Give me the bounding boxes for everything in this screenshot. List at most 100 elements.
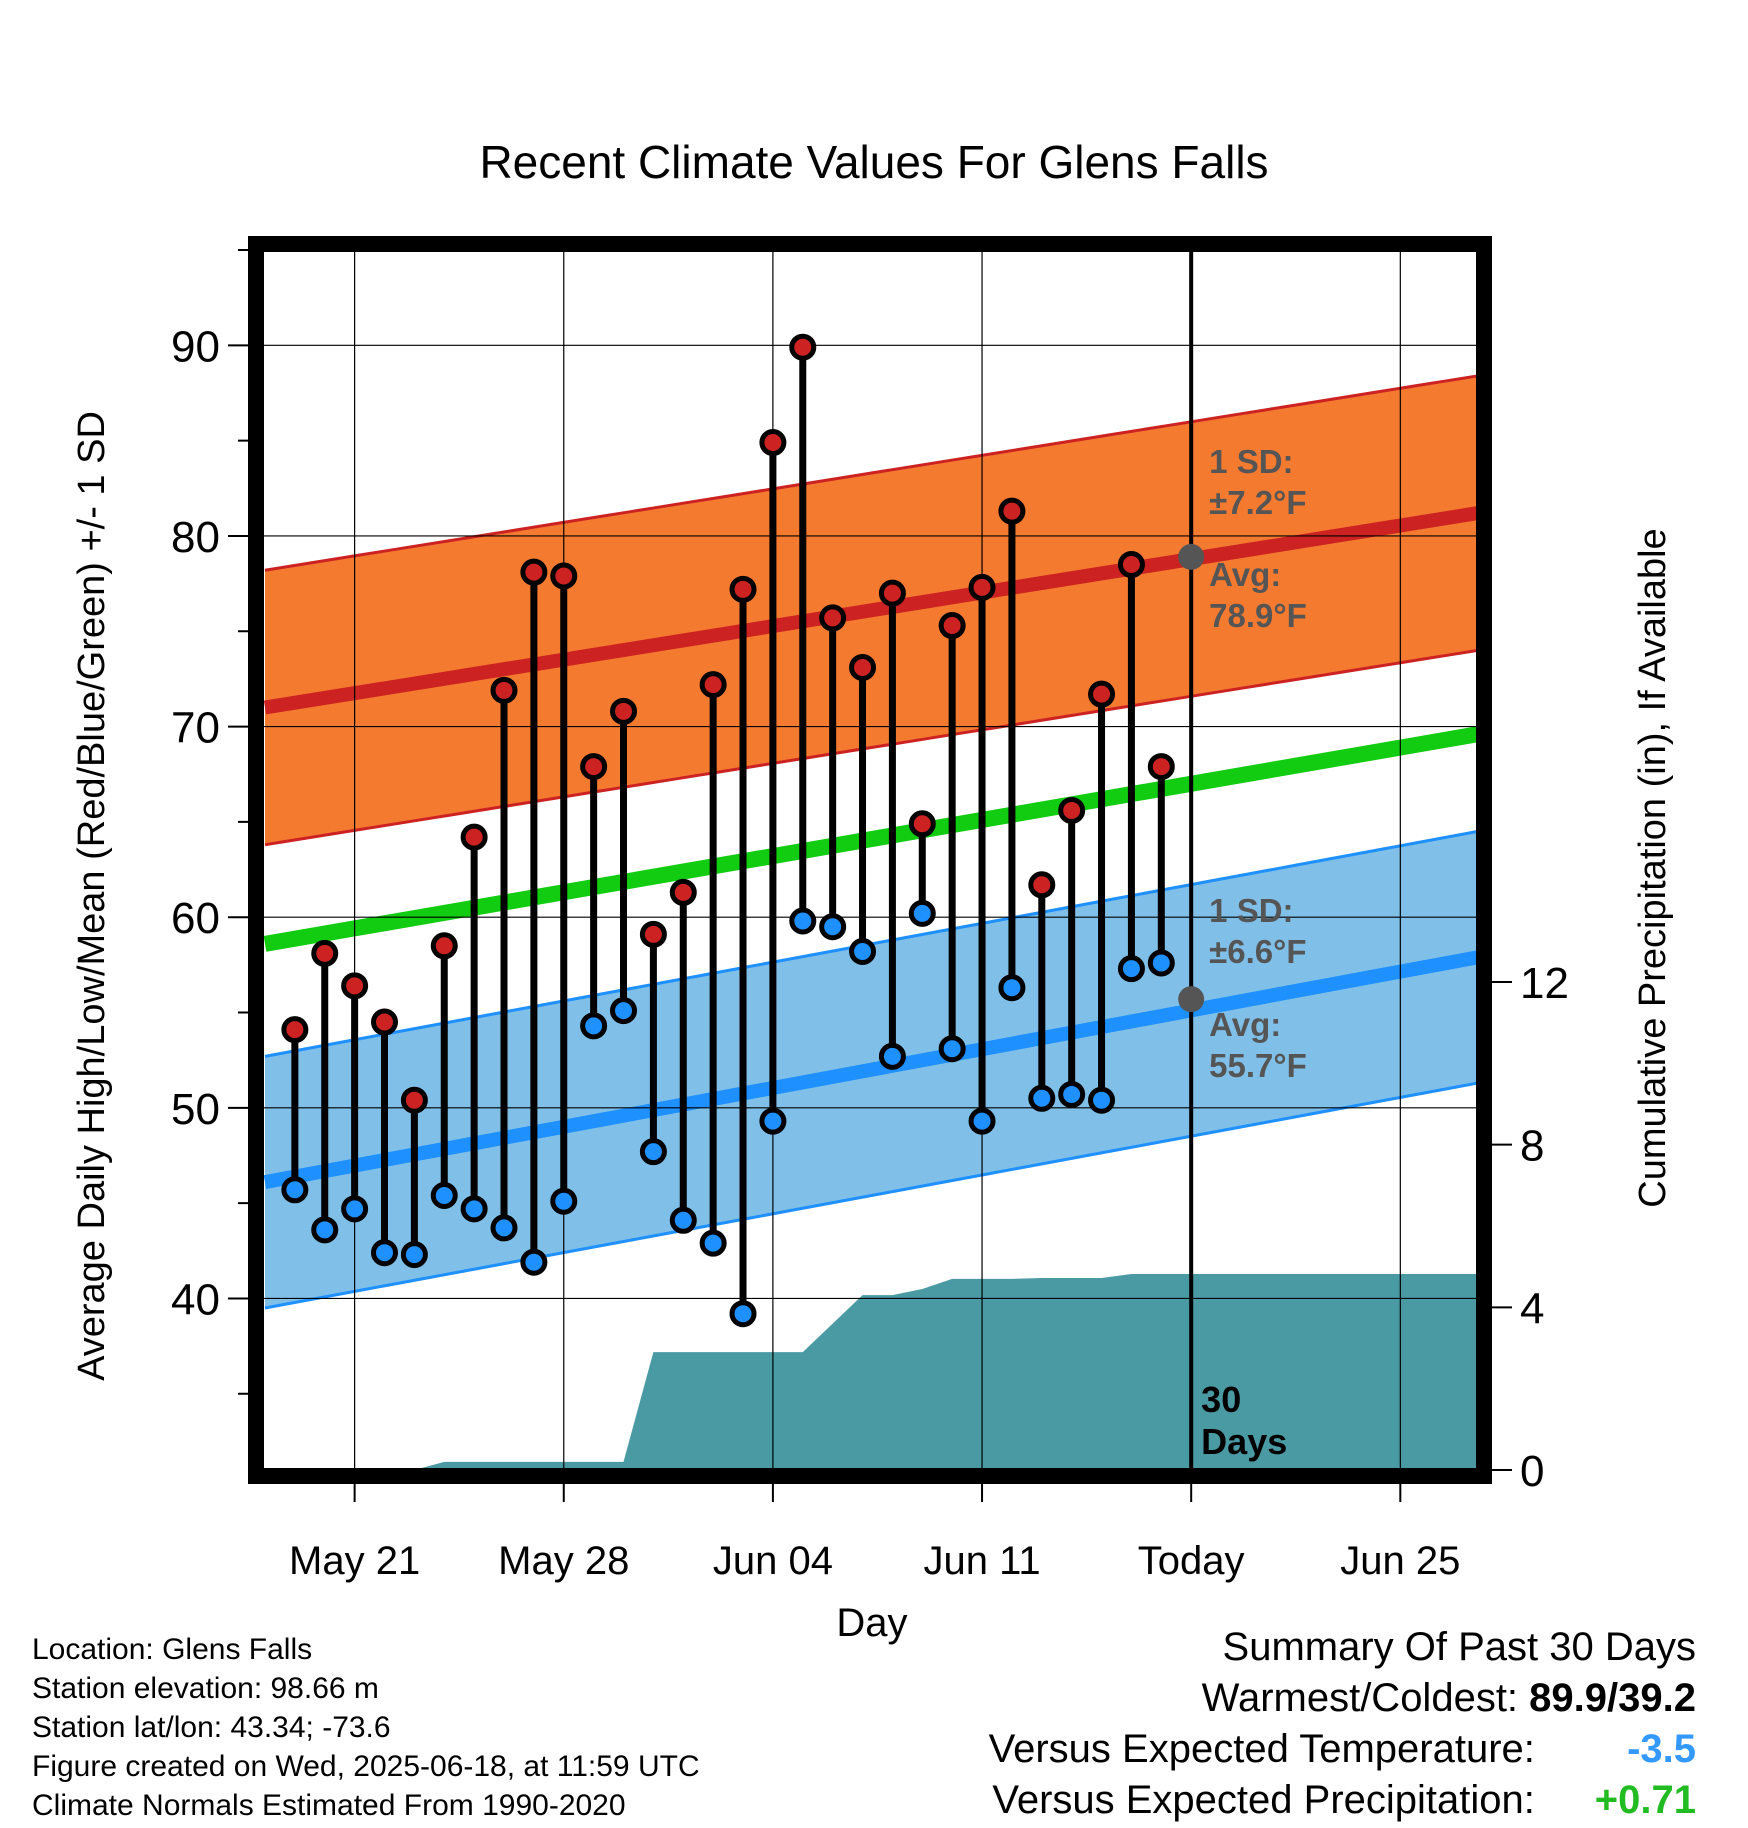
daily-high-point: [968, 573, 996, 601]
daily-high-point: [669, 878, 697, 906]
created-text: Figure created on Wed, 2025-06-18, at 11…: [32, 1750, 700, 1783]
low-sd-value: ±6.6°F: [1209, 933, 1306, 970]
daily-low-point: [1028, 1084, 1056, 1112]
warmest-value: 89.9/39.2: [1529, 1676, 1696, 1720]
daily-low-point: [520, 1248, 548, 1276]
daily-low-point: [759, 1107, 787, 1135]
summary-panel: Summary Of Past 30 Days Warmest/Coldest:…: [989, 1622, 1696, 1826]
latlon-text: Station lat/lon: 43.34; -73.6: [32, 1711, 391, 1744]
y-tick-label: 90: [171, 322, 220, 371]
daily-low-point: [281, 1176, 309, 1204]
daily-low-point: [1088, 1086, 1116, 1114]
daily-low-point: [311, 1216, 339, 1244]
daily-low-point: [460, 1195, 488, 1223]
x-tick-label: May 21: [289, 1539, 420, 1583]
x-tick-label: Jun 11: [923, 1539, 1040, 1583]
daily-high-point: [490, 676, 518, 704]
daily-high-point: [998, 497, 1026, 525]
daily-low-point: [1147, 949, 1175, 977]
x-tick-label: Jun 04: [713, 1539, 833, 1583]
daily-low-point: [699, 1229, 727, 1257]
today-high-avg-marker: [1178, 543, 1205, 570]
y2-tick-label: 0: [1520, 1447, 1544, 1496]
normal-high-line: [263, 506, 1478, 715]
daily-high-point: [1058, 796, 1086, 824]
daily-low-point: [998, 974, 1026, 1002]
low-sd-band-lower-edge: [264, 1081, 1478, 1310]
normals-text: Climate Normals Estimated From 1990-2020: [32, 1789, 626, 1822]
plot-area: 1 SD: ±7.2°F Avg: 78.9°F 1 SD: ±6.6°F Avg: 55.7…: [171, 236, 1569, 1583]
daily-high-point: [849, 653, 877, 681]
y-tick-label: 70: [171, 704, 220, 753]
y2-tick-label: 8: [1520, 1122, 1544, 1171]
temp-value: -3.5: [1627, 1727, 1696, 1771]
daily-high-point: [370, 1008, 398, 1036]
daily-low-point: [849, 938, 877, 965]
daily-high-point: [1088, 680, 1116, 708]
y-tick-label: 40: [171, 1275, 220, 1324]
high-sd-band-lower-edge: [264, 648, 1478, 847]
daily-high-point: [311, 939, 339, 967]
daily-low-point: [610, 997, 638, 1025]
y-axis-label: Average Daily High/Low/Mean (Red/Blue/Gr…: [71, 411, 113, 1381]
y-tick-label: 60: [171, 894, 220, 943]
high-sd-label: 1 SD:: [1209, 443, 1293, 480]
today-marker-unit: Days: [1201, 1421, 1287, 1462]
precip-area: [264, 1273, 1478, 1470]
daily-high-point: [819, 604, 847, 632]
normal-mean-line: [263, 726, 1478, 952]
daily-high-point: [759, 429, 787, 457]
daily-high-point: [908, 810, 936, 838]
daily-high-point: [1028, 871, 1056, 899]
daily-high-point: [878, 579, 906, 607]
daily-high-point: [460, 823, 488, 851]
warmest-label: Warmest/Coldest:: [1201, 1676, 1519, 1720]
high-sd-band-upper-edge: [264, 374, 1478, 572]
daily-low-point: [669, 1206, 697, 1234]
normal-low-line: [263, 950, 1478, 1190]
daily-low-point: [490, 1214, 518, 1242]
daily-low-point: [370, 1239, 398, 1267]
daily-high-point: [699, 671, 727, 699]
y2-tick-label: 4: [1520, 1284, 1544, 1333]
x-axis-label: Day: [836, 1601, 907, 1645]
low-avg-label: Avg:: [1209, 1006, 1281, 1043]
summary-title: Summary Of Past 30 Days: [1222, 1625, 1696, 1669]
daily-high-point: [729, 575, 757, 603]
daily-low-point: [819, 913, 847, 941]
daily-low-point: [938, 1035, 966, 1063]
daily-high-point: [400, 1086, 428, 1114]
high-avg-value: 78.9°F: [1209, 597, 1307, 634]
today-low-avg-marker: [1178, 986, 1205, 1013]
daily-high-point: [520, 558, 548, 586]
daily-low-point: [580, 1012, 608, 1040]
daily-high-point: [1117, 551, 1145, 579]
summary-precip-row: Versus Expected Precipitation: +0.71: [989, 1775, 1696, 1826]
precip-value: +0.71: [1594, 1778, 1696, 1822]
daily-high-point: [341, 972, 369, 1000]
daily-high-point: [580, 753, 608, 781]
x-tick-label: Jun 25: [1340, 1539, 1460, 1583]
daily-low-point: [908, 899, 936, 927]
daily-high-point: [281, 1016, 309, 1044]
daily-high-point: [430, 932, 458, 960]
daily-low-point: [430, 1182, 458, 1209]
daily-high-point: [610, 697, 638, 725]
summary-warmest-row: Warmest/Coldest: 89.9/39.2: [989, 1673, 1696, 1724]
daily-low-point: [729, 1300, 757, 1328]
y2-tick-label: 12: [1520, 959, 1569, 1008]
daily-low-point: [639, 1138, 667, 1166]
daily-high-point: [789, 333, 817, 361]
summary-temp-row: Versus Expected Temperature: -3.5: [989, 1724, 1696, 1775]
daily-low-point: [550, 1187, 578, 1215]
low-sd-label: 1 SD:: [1209, 892, 1293, 929]
daily-high-point: [639, 920, 667, 948]
high-sd-value: ±7.2°F: [1209, 484, 1306, 521]
plot-frame: [248, 236, 1492, 1484]
daily-low-point: [341, 1195, 369, 1223]
elevation-text: Station elevation: 98.66 m: [32, 1672, 379, 1705]
plot-clipped-group: [262, 250, 1478, 1470]
daily-low-point: [968, 1107, 996, 1135]
x-tick-label: May 28: [498, 1539, 629, 1583]
